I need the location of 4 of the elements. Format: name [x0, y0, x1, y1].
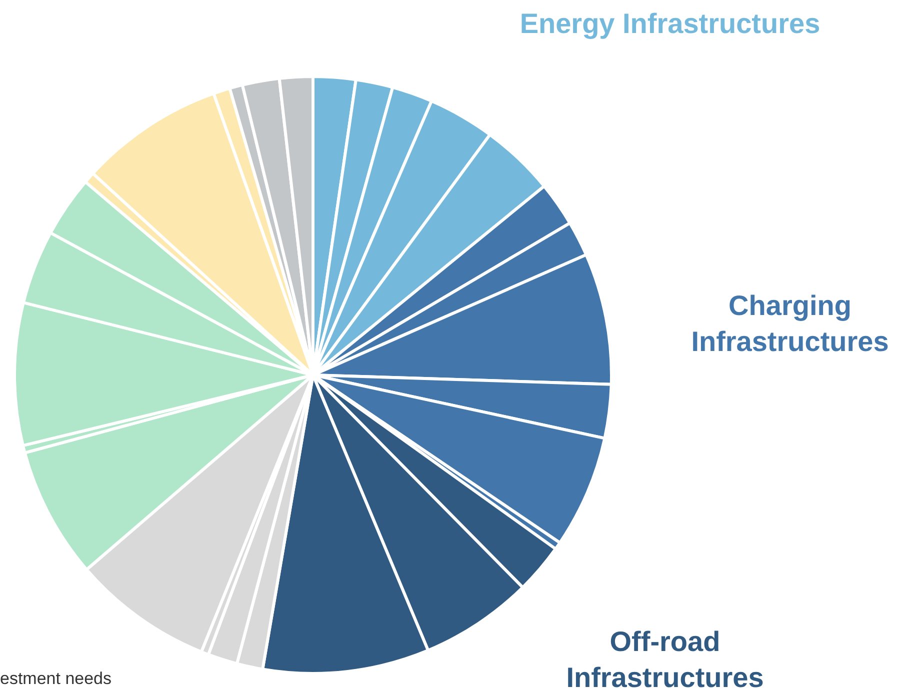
text: Off-road Infrastructures: [565, 625, 765, 695]
text: Charging Infrastructures: [690, 289, 890, 360]
text: Energy Infrastructures: [518, 7, 822, 41]
text: estment needs: [0, 668, 113, 690]
